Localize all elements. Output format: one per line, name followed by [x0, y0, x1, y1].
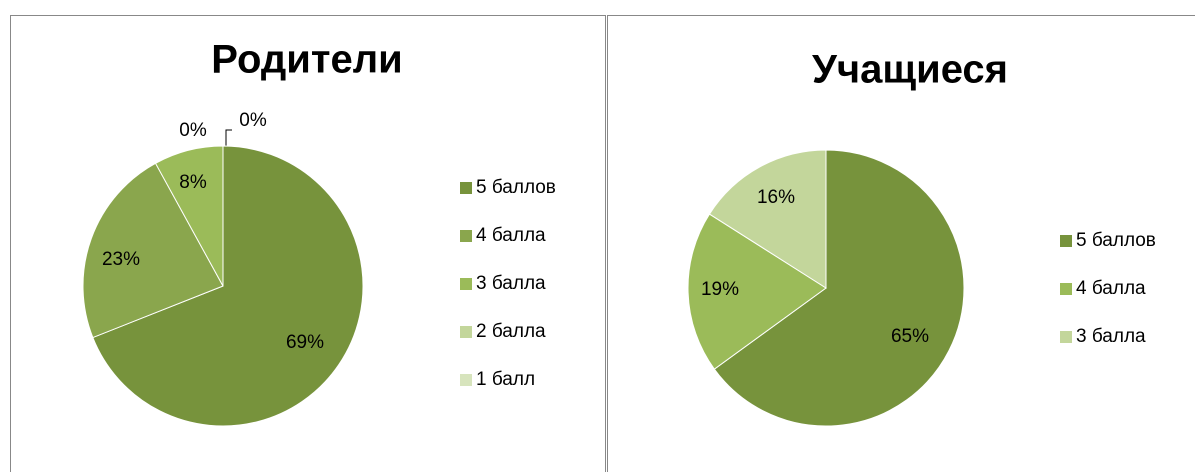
- pie-slice: [713, 149, 965, 427]
- data-label: 23%: [102, 249, 140, 270]
- pie-slice: [687, 213, 827, 370]
- pie-slice: [708, 149, 827, 289]
- legend-swatch: [460, 182, 472, 194]
- data-label: 19%: [701, 279, 739, 300]
- legend-swatch: [460, 278, 472, 290]
- legend-swatch: [460, 374, 472, 386]
- leader-line: [225, 129, 232, 146]
- legend-swatch: [1060, 331, 1072, 343]
- legend-label: 4 балла: [476, 225, 546, 246]
- legend-swatch: [1060, 283, 1072, 295]
- legend-label: 1 балл: [476, 369, 535, 390]
- chart-frame: [10, 15, 606, 472]
- legend-label: 5 баллов: [476, 177, 556, 198]
- legend-label: 4 балла: [1076, 278, 1146, 299]
- data-label: 0%: [239, 110, 267, 131]
- legend-swatch: [1060, 235, 1072, 247]
- chart-title: Родители: [211, 38, 402, 82]
- legend-label: 3 балла: [1076, 326, 1146, 347]
- legend-label: 2 балла: [476, 321, 546, 342]
- data-label: 65%: [891, 326, 929, 347]
- legend-swatch: [460, 326, 472, 338]
- legend-swatch: [460, 230, 472, 242]
- legend-label: 5 баллов: [1076, 230, 1156, 251]
- pie-slice: [92, 145, 364, 427]
- legend-label: 3 балла: [476, 273, 546, 294]
- data-label: 16%: [757, 187, 795, 208]
- pie-slice: [82, 162, 224, 339]
- data-label: 8%: [179, 172, 207, 193]
- data-label: 69%: [286, 332, 324, 353]
- data-label: 0%: [179, 120, 207, 141]
- chart-title: Учащиеся: [812, 48, 1008, 92]
